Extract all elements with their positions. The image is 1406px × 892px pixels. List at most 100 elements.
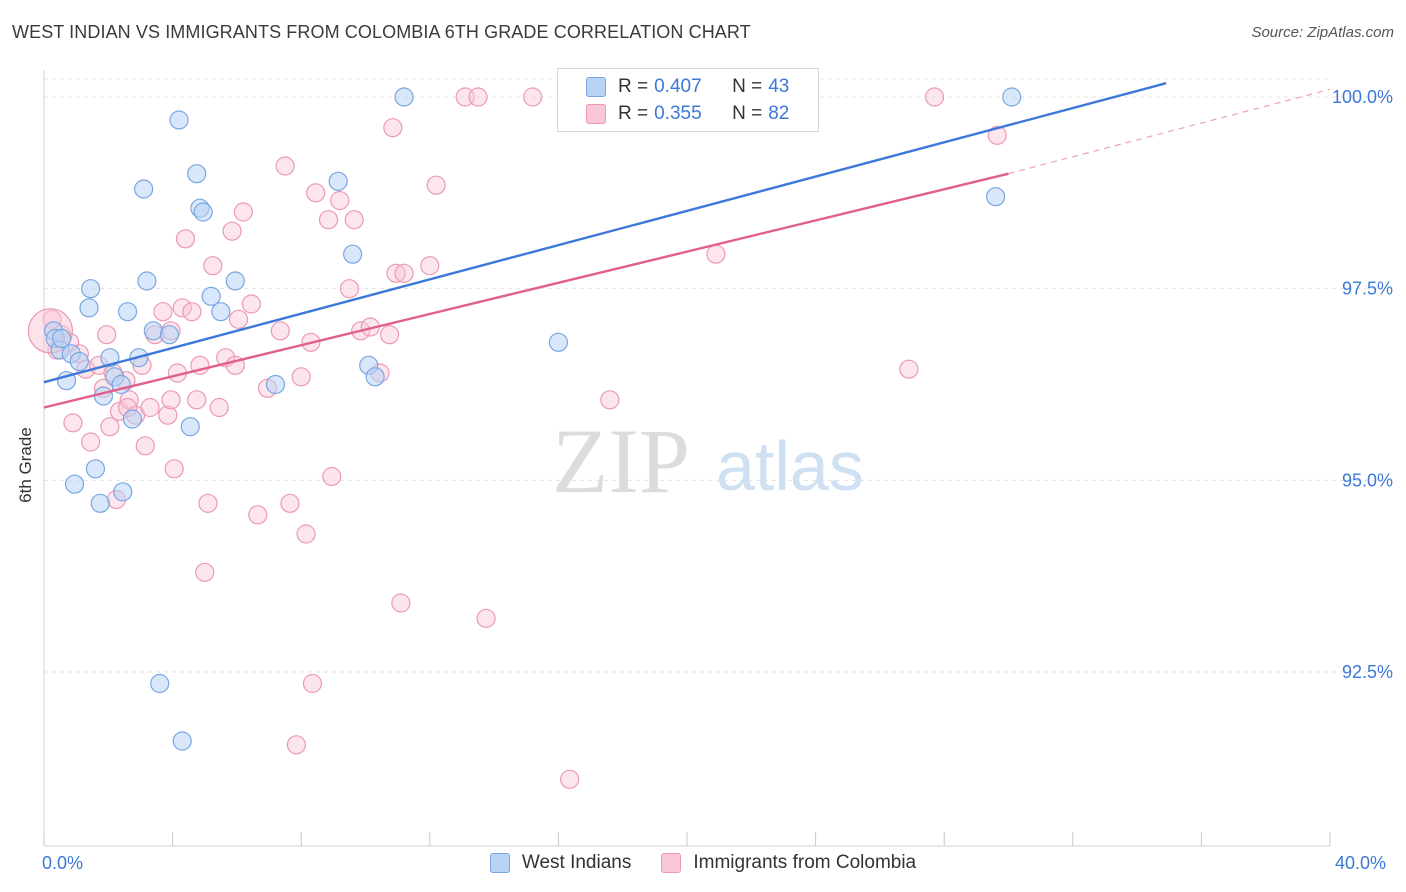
colombia-point xyxy=(600,390,620,410)
colombia-point xyxy=(924,87,945,107)
west-indians-point xyxy=(328,171,348,191)
west-indians-point xyxy=(100,348,120,368)
colombia-point xyxy=(420,256,440,276)
colombia-point xyxy=(523,87,543,107)
colombia-point xyxy=(172,298,192,318)
colombia-point xyxy=(248,505,268,525)
blue-swatch xyxy=(586,77,606,97)
r-label-blue: R = xyxy=(618,76,649,97)
y-tick-label: 97.5% xyxy=(1342,279,1393,299)
colombia-point xyxy=(987,125,1007,145)
west-indians-point xyxy=(211,302,231,322)
legend-label-west-indians: West Indians xyxy=(521,852,632,873)
colombia-point xyxy=(275,156,295,176)
colombia-point xyxy=(158,405,178,425)
colombia-point xyxy=(560,769,580,789)
axes xyxy=(43,70,1331,847)
west-indians-point xyxy=(134,179,154,199)
colombia-point xyxy=(187,390,207,410)
legend-item-west-indians[interactable]: West Indians xyxy=(489,852,632,874)
watermark-zip: ZIP xyxy=(552,410,690,512)
trend-line-colombia xyxy=(43,172,1009,409)
west-indians-point xyxy=(201,286,221,306)
colombia-point xyxy=(291,367,311,387)
legend-item-colombia[interactable]: Immigrants from Colombia xyxy=(661,852,916,874)
colombia-point xyxy=(182,302,202,322)
colombia-point xyxy=(383,118,403,138)
west-indians-point xyxy=(137,271,157,291)
west-indians-swatch xyxy=(489,853,510,873)
west-indians-point xyxy=(180,417,200,437)
west-indians-point xyxy=(169,110,189,130)
colombia-point xyxy=(426,175,446,195)
west-indians-point xyxy=(52,328,72,349)
legend-row-blue: R = 0.407 N = 43 xyxy=(586,73,789,101)
n-label-blue: N = xyxy=(732,76,763,97)
colombia-point xyxy=(330,190,350,211)
watermark: ZIP atlas xyxy=(552,410,864,512)
colombia-point xyxy=(228,309,249,329)
colombia-point xyxy=(161,390,181,410)
colombia-point xyxy=(386,263,406,283)
colombia-point xyxy=(164,459,184,479)
west-indians-point xyxy=(85,459,106,479)
colombia-point xyxy=(344,210,364,230)
series-west-indians-points xyxy=(44,87,1022,751)
pink-swatch xyxy=(586,104,606,124)
series-legend: West Indians Immigrants from Colombia xyxy=(0,852,1406,874)
colombia-point xyxy=(241,294,261,314)
colombia-point xyxy=(468,87,488,107)
colombia-point xyxy=(100,417,120,437)
west-indians-point xyxy=(117,302,138,322)
source-label: Source: ZipAtlas.com xyxy=(1251,24,1394,41)
trend-lines xyxy=(43,82,1331,409)
west-indians-point xyxy=(193,202,213,222)
n-value-blue: 43 xyxy=(768,76,790,97)
colombia-point xyxy=(203,256,223,276)
y-tick-label: 95.0% xyxy=(1342,470,1393,490)
colombia-point xyxy=(153,302,173,322)
colombia-point xyxy=(135,436,155,456)
colombia-point xyxy=(222,221,242,241)
colombia-point xyxy=(391,593,411,613)
colombia-point xyxy=(209,397,229,418)
colombia-point xyxy=(302,673,323,694)
west-indians-point xyxy=(113,482,133,502)
r-label-pink: R = xyxy=(618,103,649,124)
colombia-point xyxy=(394,263,414,283)
west-indians-point xyxy=(79,298,99,318)
watermark-atlas: atlas xyxy=(716,427,864,505)
west-indians-point xyxy=(90,493,110,513)
y-tick-label: 92.5% xyxy=(1342,662,1393,682)
colombia-point xyxy=(198,493,218,513)
colombia-swatch xyxy=(661,853,682,873)
colombia-point xyxy=(339,279,360,299)
west-indians-point xyxy=(365,367,385,387)
r-value-pink: 0.355 xyxy=(654,103,702,124)
colombia-point xyxy=(306,183,326,203)
chart-title: WEST INDIAN VS IMMIGRANTS FROM COLOMBIA … xyxy=(12,22,751,42)
colombia-point xyxy=(322,466,342,487)
y-tick-label: 100.0% xyxy=(1332,87,1393,107)
colombia-point xyxy=(270,321,290,341)
legend-label-colombia: Immigrants from Colombia xyxy=(693,852,917,873)
west-indians-point xyxy=(64,474,85,494)
colombia-point xyxy=(175,229,196,249)
colombia-point xyxy=(280,493,300,513)
y-tick-labels: 92.5% 95.0% 97.5% 100.0% xyxy=(1332,87,1393,682)
n-value-pink: 82 xyxy=(768,103,790,124)
stats-legend: R = 0.407 N = 43 R = 0.355 N = 82 xyxy=(557,68,819,132)
trend-extension-colombia xyxy=(1008,88,1331,175)
west-indians-point xyxy=(81,279,101,299)
grid-lines xyxy=(44,78,1380,673)
west-indians-point xyxy=(122,409,143,429)
west-indians-point xyxy=(93,386,114,406)
colombia-point xyxy=(286,735,306,755)
colombia-point xyxy=(140,397,160,418)
west-indians-point xyxy=(69,351,89,372)
n-label-pink: N = xyxy=(732,103,763,124)
colombia-point xyxy=(380,325,400,345)
west-indians-point xyxy=(1002,87,1022,107)
west-indians-point xyxy=(159,325,179,345)
